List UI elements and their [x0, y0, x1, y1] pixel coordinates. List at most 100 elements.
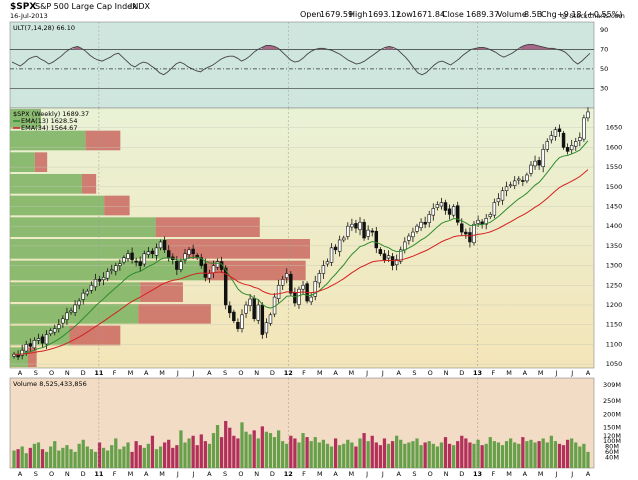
vol-x-tick-label: N — [65, 470, 70, 478]
volume-bar — [549, 435, 553, 468]
candle-body — [150, 250, 155, 255]
volume-bar — [476, 439, 480, 468]
price-x-tick-label: J — [365, 369, 368, 377]
vol-x-tick-label: M — [349, 470, 355, 478]
volume-bar — [529, 439, 533, 468]
volume-bar — [293, 438, 297, 468]
candle-body — [342, 237, 346, 241]
volume-bar — [508, 438, 513, 468]
candle-body — [293, 292, 297, 304]
volume-bar — [57, 450, 61, 468]
candle-body — [32, 340, 37, 349]
candle-body — [57, 324, 61, 329]
candle-body — [382, 253, 387, 260]
candle-body — [24, 344, 28, 352]
price-x-tick-label: A — [396, 369, 401, 377]
candle-body — [451, 206, 456, 216]
volume-bar — [134, 441, 138, 468]
candle-body — [53, 328, 57, 333]
volume-bar — [415, 438, 419, 468]
low-value: 1671.84 — [412, 10, 445, 19]
volume-bar — [36, 442, 41, 468]
candle-body — [325, 261, 330, 265]
volume-bar — [110, 445, 114, 468]
volume-bar — [44, 451, 49, 468]
volume-bar — [439, 442, 444, 468]
vol-x-tick-label: M — [506, 470, 512, 478]
high-label: High — [349, 10, 367, 19]
volume-by-price-up-bar — [10, 109, 41, 129]
volume-bar — [61, 447, 65, 468]
volume-bar — [106, 450, 110, 468]
volume-bar — [378, 445, 383, 468]
volume-bar — [248, 434, 252, 468]
volume-bar — [228, 427, 232, 468]
open-label: Open — [300, 10, 321, 19]
volume-bar — [158, 446, 163, 468]
candle-body — [337, 239, 342, 252]
volume-bar — [219, 437, 224, 468]
candle-body — [93, 279, 98, 288]
volume-bar — [236, 438, 240, 468]
candle-body — [244, 304, 248, 314]
candle-body — [223, 267, 228, 306]
vol-x-tick-label: J — [381, 470, 384, 478]
price-x-tick-label: N — [65, 369, 70, 377]
volume-tick-label: 309M — [603, 381, 621, 389]
volume-bar — [195, 445, 199, 468]
volume-bar — [154, 449, 159, 468]
vol-x-tick-label: 13 — [473, 470, 482, 478]
candle-body — [582, 117, 586, 140]
high-value: 1693.12 — [368, 10, 401, 19]
candle-body — [521, 180, 525, 182]
volume-bar — [354, 446, 358, 468]
ema34-legend: EMA(34) 1564.67 — [21, 124, 77, 132]
volume-by-price-up-bar — [10, 217, 156, 237]
volume-bar — [346, 439, 350, 468]
candle-body — [175, 260, 179, 270]
ema34-line — [14, 169, 589, 355]
volume-bar — [16, 449, 20, 468]
candle-body — [574, 141, 578, 147]
volume-by-price-down-bar — [138, 304, 211, 324]
candle-body — [40, 336, 45, 344]
candle-body — [350, 223, 354, 228]
volume-bar — [488, 437, 492, 468]
vol-x-tick-label: J — [192, 470, 195, 478]
price-x-tick-label: A — [333, 369, 338, 377]
candle-body — [415, 225, 419, 232]
volume-bar — [570, 438, 574, 468]
volume-bar — [146, 443, 150, 468]
candle-body — [561, 132, 566, 148]
volume-bar — [40, 449, 45, 468]
volume-tick-label: 80M — [605, 443, 619, 451]
close-value: 1689.37 — [466, 10, 499, 19]
candle-body — [20, 349, 24, 356]
volume-bar — [49, 446, 53, 468]
candle-body — [285, 273, 289, 279]
candle-body — [537, 160, 541, 166]
candle-body — [370, 230, 374, 233]
volume-bar — [399, 439, 403, 468]
candle-body — [346, 225, 350, 237]
volume-by-price-up-bar — [10, 152, 35, 172]
low-label: Low — [397, 10, 413, 19]
volume-bar — [342, 443, 346, 468]
volume-bar — [276, 430, 281, 468]
volume-bar — [203, 441, 207, 468]
price-x-tick-label: M — [506, 369, 512, 377]
candle-body — [158, 241, 163, 249]
volume-by-price-down-bar — [166, 239, 310, 259]
price-x-tick-label: 12 — [284, 369, 293, 377]
volume-bar — [370, 435, 374, 468]
candle-body — [138, 261, 142, 266]
volume-bar — [97, 442, 102, 468]
price-tick-label: 1150 — [606, 321, 623, 329]
candle-body — [439, 202, 444, 207]
volume-by-price-down-bar — [85, 130, 121, 151]
price-x-tick-label: S — [412, 369, 416, 377]
vol-x-tick-label: N — [254, 470, 259, 478]
volume-bar — [545, 442, 549, 468]
volume-bar — [264, 431, 269, 468]
volume-bar — [207, 443, 212, 468]
